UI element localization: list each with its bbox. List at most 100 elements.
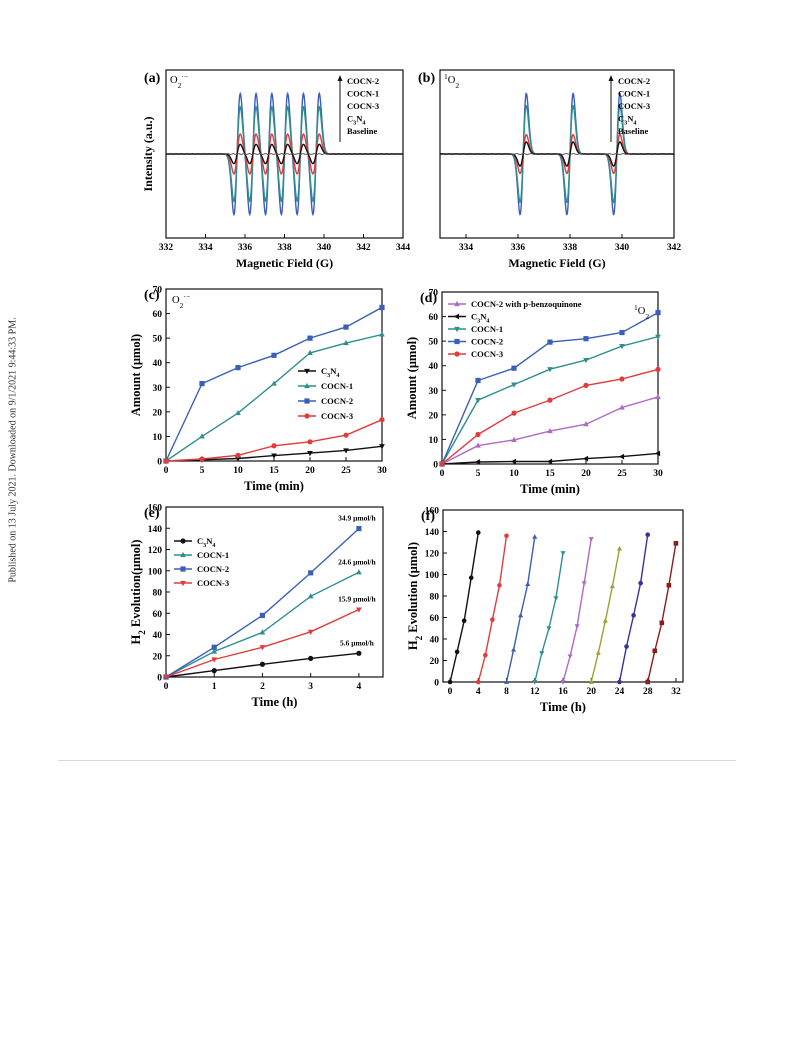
- plot-frame: [165, 288, 383, 462]
- y-tick-label: 20: [153, 408, 163, 418]
- panel-letter: (a): [144, 71, 161, 86]
- legend-marker: [304, 368, 310, 375]
- line-panel-d: 0 5 10 15 20 25 30 0 10 20 30 40 50 60 70 Time (min) Amo…: [405, 289, 663, 497]
- y-tick-label: 60: [429, 313, 439, 323]
- series-cocn-1-point: [199, 433, 205, 439]
- series-c3n4-point: [654, 450, 661, 457]
- series-cocn-3-line: [441, 368, 659, 465]
- series-cycle-7-point: [631, 613, 636, 618]
- x-tick-label: 4: [476, 687, 481, 697]
- series-cycle-7-line: [618, 534, 649, 683]
- panel-letter: (c): [144, 288, 160, 303]
- legend-marker: [304, 382, 310, 389]
- series-cocn-1-point: [271, 380, 277, 386]
- legend-marker: [180, 551, 186, 558]
- legend-marker: [180, 580, 186, 587]
- x-axis-label: Magnetic Field (G): [508, 256, 605, 270]
- series-cycle-7-point: [645, 532, 651, 538]
- legend-label-cocn-2: COCN-2: [197, 564, 229, 574]
- x-tick-label: 0: [164, 466, 169, 476]
- legend-label-c3n4: C3N4: [197, 536, 215, 549]
- series-c3n4-point: [211, 668, 217, 674]
- x-tick-label: 5: [476, 469, 481, 479]
- panel-letter: (b): [418, 71, 435, 86]
- legend-label-cocn-3: COCN-3: [618, 101, 650, 111]
- x-tick-label: 0: [440, 469, 445, 479]
- legend-marker: [454, 326, 460, 333]
- series-cocn-2-point: [271, 352, 277, 358]
- x-tick-label: 10: [233, 466, 243, 476]
- series-cycle-1-point: [461, 618, 467, 624]
- epr-panel-a: 332 334 336 338 340 342 344 Magnetic Field (G) I…: [141, 69, 410, 270]
- y-tick-label: 0: [434, 679, 439, 689]
- y-tick-label: 160: [148, 504, 163, 514]
- y-tick-label: 40: [429, 362, 439, 372]
- line-panel-f: 0 4 8 12 16 20 24 28 32 0 20 40 60 80 100 120 140 160 Time…: [406, 507, 684, 714]
- x-tick-label: 342: [356, 243, 371, 253]
- series-cycle-4-point: [560, 551, 566, 556]
- series-cycle-8-point: [666, 582, 672, 588]
- legend-label-baseline: Baseline: [618, 126, 648, 136]
- x-tick-label: 25: [617, 469, 627, 479]
- series-cocn-2-point: [655, 310, 661, 316]
- x-tick-label: 25: [341, 466, 351, 476]
- series-cocn-2-point: [379, 304, 385, 311]
- legend-label-c3n4: C3N4: [347, 114, 365, 127]
- series-cocn-1-point: [655, 334, 661, 340]
- x-tick-label: 2: [260, 682, 265, 692]
- series-cocn-1-point: [475, 398, 481, 404]
- rate-label: 15.9 μmol/h: [338, 595, 376, 604]
- plot-frame: [439, 69, 675, 239]
- x-tick-label: 24: [615, 687, 625, 697]
- series-cocn-3-point: [619, 376, 625, 382]
- series-cycle-1-point: [447, 679, 453, 685]
- series-cocn-3-point: [379, 417, 385, 423]
- legend-label-cocn-3: COCN-3: [321, 411, 353, 421]
- legend-label-cocn-2: COCN-2: [618, 76, 650, 86]
- series-cocn-3-point: [211, 657, 218, 663]
- x-tick-label: 30: [653, 469, 663, 479]
- series-cocn-1-point: [259, 629, 266, 635]
- y-axis-label: Amount (μmol): [129, 334, 143, 416]
- species-label: 1O2: [444, 72, 459, 90]
- x-tick-label: 32: [671, 687, 681, 697]
- series-cocn-2-line: [165, 528, 360, 678]
- legend-marker: [454, 300, 460, 307]
- legend-label-cocn-1: COCN-1: [321, 381, 353, 391]
- series-cocn-2-point: [547, 339, 553, 345]
- series-cycle-1-line: [449, 532, 479, 683]
- series-cycle-8-point: [652, 648, 658, 654]
- series-c3n4-point: [618, 453, 625, 460]
- y-tick-label: 30: [153, 384, 163, 394]
- panel-letter: (d): [420, 291, 437, 306]
- series-cycle-5-point: [560, 680, 566, 685]
- x-tick-label: 30: [377, 466, 387, 476]
- y-tick-label: 20: [429, 411, 439, 421]
- series-cycle-3-point: [518, 612, 524, 618]
- rate-label: 24.6 μmol/h: [338, 557, 376, 566]
- series-cocn-2-point: [308, 570, 314, 576]
- legend-marker: [454, 351, 460, 357]
- legend-label-baseline: Baseline: [347, 126, 377, 136]
- series-cycle-5-line: [562, 538, 592, 683]
- series-cocn-1-point: [547, 367, 553, 373]
- series-cocn-1-point: [379, 331, 385, 337]
- series-cycle-5-point: [581, 581, 587, 586]
- x-tick-label: 20: [581, 469, 591, 479]
- y-tick-label: 70: [429, 289, 439, 299]
- y-tick-label: 0: [157, 674, 162, 684]
- series-cycle-2-point: [475, 679, 481, 685]
- series-c3n4-point: [271, 453, 277, 459]
- species-label: 1O2: [634, 303, 649, 321]
- series-cocn-2-point: [583, 336, 589, 342]
- y-tick-label: 80: [153, 589, 163, 599]
- series-cycle-6-line: [590, 548, 621, 683]
- x-tick-label: 0: [448, 687, 453, 697]
- page-divider: [58, 760, 736, 761]
- series-cocn-2-point: [475, 377, 481, 384]
- legend-label-cocn-2: COCN-2: [471, 337, 503, 347]
- series-cocn-2-with-p-benzoquinone-point: [547, 427, 553, 434]
- y-tick-label: 30: [429, 387, 439, 397]
- legend-marker: [304, 413, 310, 419]
- legend-label-cocn-1: COCN-1: [471, 324, 503, 334]
